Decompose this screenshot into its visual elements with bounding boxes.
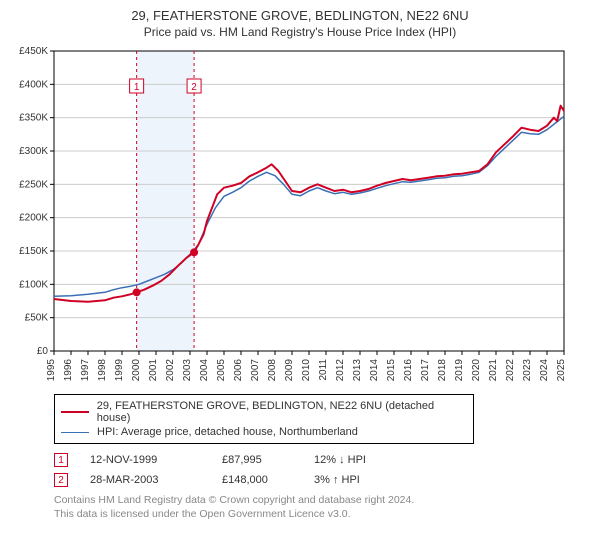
title-main: 29, FEATHERSTONE GROVE, BEDLINGTON, NE22… <box>10 8 590 23</box>
svg-text:2021: 2021 <box>488 359 499 382</box>
svg-text:2006: 2006 <box>233 359 244 382</box>
chart-legend: 29, FEATHERSTONE GROVE, BEDLINGTON, NE22… <box>54 394 474 444</box>
svg-text:2019: 2019 <box>454 359 465 382</box>
svg-text:2014: 2014 <box>369 359 380 382</box>
sale-hpi-delta: 3% ↑ HPI <box>314 474 404 486</box>
sale-row: 1 12-NOV-1999 £87,995 12% ↓ HPI <box>54 450 590 470</box>
svg-text:2013: 2013 <box>352 359 363 382</box>
svg-text:£300K: £300K <box>19 146 48 157</box>
sale-date: 12-NOV-1999 <box>90 454 200 466</box>
svg-text:2010: 2010 <box>301 359 312 382</box>
svg-text:2: 2 <box>191 82 197 93</box>
svg-text:2023: 2023 <box>522 359 533 382</box>
svg-text:2004: 2004 <box>199 359 210 382</box>
legend-swatch <box>61 411 89 413</box>
svg-text:2017: 2017 <box>420 359 431 382</box>
svg-text:2001: 2001 <box>148 359 159 382</box>
svg-text:£450K: £450K <box>19 46 48 57</box>
sale-marker: 1 <box>54 453 68 467</box>
svg-text:£0: £0 <box>37 346 49 357</box>
svg-text:2025: 2025 <box>556 359 567 382</box>
title-sub: Price paid vs. HM Land Registry's House … <box>10 25 590 39</box>
svg-text:2011: 2011 <box>318 359 329 381</box>
svg-text:2008: 2008 <box>267 359 278 382</box>
svg-text:1997: 1997 <box>80 359 91 382</box>
svg-text:£250K: £250K <box>19 179 48 190</box>
svg-text:£350K: £350K <box>19 113 48 124</box>
svg-text:2016: 2016 <box>403 359 414 382</box>
svg-text:2018: 2018 <box>437 359 448 382</box>
sale-price: £148,000 <box>222 474 292 486</box>
svg-text:1995: 1995 <box>46 359 57 382</box>
chart-footer: Contains HM Land Registry data © Crown c… <box>54 494 590 521</box>
svg-text:1999: 1999 <box>114 359 125 382</box>
svg-text:1998: 1998 <box>97 359 108 382</box>
svg-text:1: 1 <box>134 82 140 93</box>
footer-line-2: This data is licensed under the Open Gov… <box>54 508 590 522</box>
svg-text:£150K: £150K <box>19 246 48 257</box>
line-chart-svg: £0 £50K £100K £150K £200K £250K £300K £350K £400… <box>10 45 570 385</box>
svg-text:2002: 2002 <box>165 359 176 382</box>
sale-date: 28-MAR-2003 <box>90 474 200 486</box>
svg-text:£50K: £50K <box>25 313 49 324</box>
svg-text:£100K: £100K <box>19 279 48 290</box>
legend-row: HPI: Average price, detached house, Nort… <box>61 425 467 439</box>
svg-text:£200K: £200K <box>19 213 48 224</box>
svg-text:£400K: £400K <box>19 79 48 90</box>
footer-line-1: Contains HM Land Registry data © Crown c… <box>54 494 590 508</box>
svg-text:1996: 1996 <box>63 359 74 382</box>
legend-swatch <box>61 432 89 433</box>
svg-text:2007: 2007 <box>250 359 261 382</box>
sale-price: £87,995 <box>222 454 292 466</box>
svg-text:2009: 2009 <box>284 359 295 382</box>
chart-titles: 29, FEATHERSTONE GROVE, BEDLINGTON, NE22… <box>10 8 590 39</box>
chart-container: { "title_main": "29, FEATHERSTONE GROVE,… <box>0 0 600 527</box>
chart-plot: £0 £50K £100K £150K £200K £250K £300K £350K £400… <box>10 45 590 388</box>
svg-text:2012: 2012 <box>335 359 346 382</box>
sales-list: 1 12-NOV-1999 £87,995 12% ↓ HPI 2 28-MAR-2003… <box>54 450 590 490</box>
legend-label: 29, FEATHERSTONE GROVE, BEDLINGTON, NE22… <box>97 400 467 424</box>
svg-text:2000: 2000 <box>131 359 142 382</box>
svg-text:2020: 2020 <box>471 359 482 382</box>
sale-row: 2 28-MAR-2003 £148,000 3% ↑ HPI <box>54 470 590 490</box>
svg-text:2003: 2003 <box>182 359 193 382</box>
sale-hpi-delta: 12% ↓ HPI <box>314 454 404 466</box>
svg-text:2022: 2022 <box>505 359 516 382</box>
svg-text:2015: 2015 <box>386 359 397 382</box>
legend-row: 29, FEATHERSTONE GROVE, BEDLINGTON, NE22… <box>61 399 467 425</box>
legend-label: HPI: Average price, detached house, Nort… <box>97 426 358 438</box>
sale-marker: 2 <box>54 473 68 487</box>
svg-text:2024: 2024 <box>539 359 550 382</box>
svg-text:2005: 2005 <box>216 359 227 382</box>
